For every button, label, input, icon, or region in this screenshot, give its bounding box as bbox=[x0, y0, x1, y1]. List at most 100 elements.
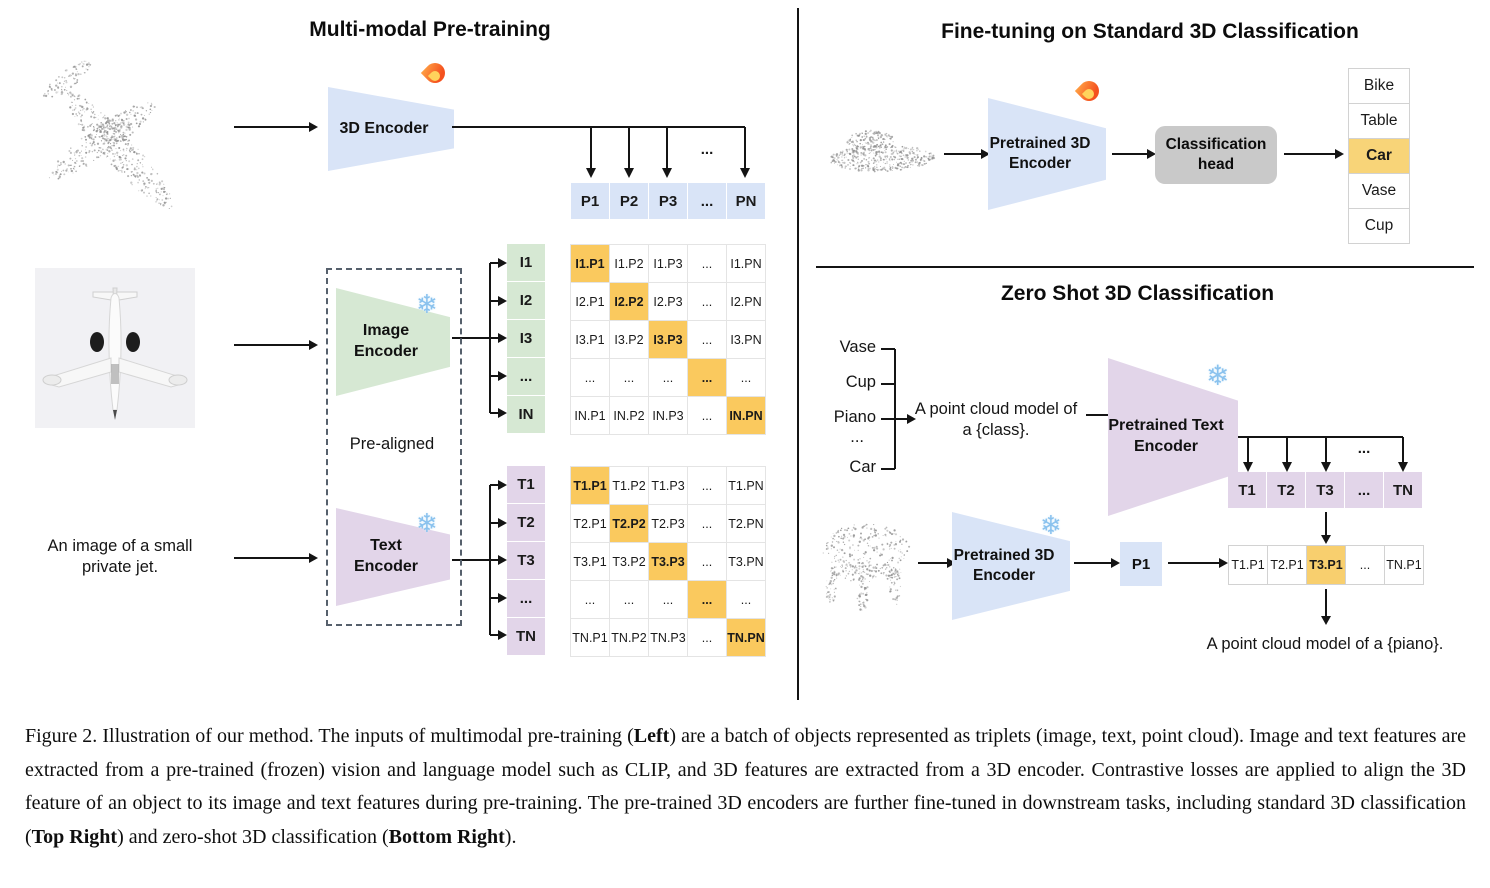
prompt-line1: A point cloud model of bbox=[914, 400, 1078, 418]
similarity-cell: ... bbox=[688, 283, 726, 320]
pretraining-title: Multi-modal Pre-training bbox=[309, 18, 551, 41]
connector-image-encoder-to-i-labels bbox=[452, 258, 507, 418]
snowflake-icon: ❄ bbox=[416, 508, 438, 538]
car-point-cloud bbox=[826, 120, 938, 182]
similarity-cell: ... bbox=[649, 359, 687, 396]
classification-head-line2: head bbox=[1197, 156, 1235, 173]
similarity-cell: ... bbox=[688, 467, 726, 504]
zeroshot-result-text: A point cloud model of a {piano}. bbox=[1206, 635, 1444, 653]
similarity-cell: T3.P2 bbox=[610, 543, 648, 580]
arrow-encoder-to-head bbox=[1112, 149, 1156, 159]
similarity-cell: IN.PN bbox=[727, 397, 765, 434]
similarity-cell: ... bbox=[649, 581, 687, 618]
class-list-bracket bbox=[881, 348, 916, 470]
snowflake-icon: ❄ bbox=[1040, 510, 1062, 540]
prealigned-label: Pre-aligned bbox=[349, 435, 435, 453]
prompt-text: A point cloud model of a {class}. bbox=[910, 399, 1082, 441]
arrow-pointcloud-to-3d-encoder bbox=[234, 122, 318, 132]
classification-head-line1: Classification bbox=[1165, 135, 1267, 153]
i-label-cell: ... bbox=[507, 358, 545, 395]
class-cell: Car bbox=[1349, 139, 1409, 173]
similarity-cell: T1.P1 bbox=[1229, 546, 1267, 584]
t-feature-cell: T1 bbox=[1228, 472, 1266, 508]
similarity-cell: ... bbox=[688, 321, 726, 358]
text-point-similarity-matrix: T1.P1 T1.P2 T1.P3... T1.PN T2.P1 T2.P2 T2.P3..… bbox=[570, 466, 766, 657]
classification-head-box: Classification head bbox=[1155, 126, 1277, 184]
t-feature-row: T1 T2 T3... TN bbox=[1228, 472, 1422, 508]
input-text-line2: private jet. bbox=[81, 558, 159, 576]
image-encoder-label-line2: Encoder bbox=[353, 343, 418, 360]
similarity-cell: T2.P1 bbox=[1268, 546, 1306, 584]
class-cell: Table bbox=[1349, 104, 1409, 138]
class-cell: Vase bbox=[1349, 174, 1409, 208]
piano-point-cloud bbox=[818, 520, 913, 615]
figure-caption: Figure 2. Illustration of our method. Th… bbox=[25, 725, 1466, 848]
similarity-cell: ... bbox=[571, 581, 609, 618]
pretrained-text-encoder-line1: Pretrained Text bbox=[1108, 417, 1224, 435]
ellipsis: ... bbox=[700, 141, 714, 158]
ellipsis: ... bbox=[1357, 440, 1371, 457]
t-feature-cell: ... bbox=[1345, 472, 1383, 508]
similarity-cell: I3.P1 bbox=[571, 321, 609, 358]
connector-3d-encoder-to-p-row bbox=[452, 126, 750, 178]
similarity-cell: ... bbox=[610, 581, 648, 618]
similarity-cell: I1.P3 bbox=[649, 245, 687, 282]
encoder-3d-label: 3D Encoder bbox=[339, 119, 429, 137]
similarity-cell: T2.P2 bbox=[610, 505, 648, 542]
p-feature-row: P1 P2 P3... PN bbox=[571, 183, 765, 219]
similarity-cell: T2.P1 bbox=[571, 505, 609, 542]
input-text-line1: An image of a small bbox=[47, 537, 193, 555]
arrow-similarity-to-result bbox=[1321, 589, 1331, 625]
tp-similarity-row: T1.P1 T2.P1 T3.P1... TN.P1 bbox=[1228, 545, 1424, 585]
similarity-cell: T2.P3 bbox=[649, 505, 687, 542]
similarity-cell: T1.P2 bbox=[610, 467, 648, 504]
similarity-cell: T1.P3 bbox=[649, 467, 687, 504]
t-label-cell: T2 bbox=[507, 504, 545, 541]
vertical-divider bbox=[797, 8, 799, 700]
p1-feature-cell: P1 bbox=[1120, 542, 1162, 586]
similarity-cell: T3.PN bbox=[727, 543, 765, 580]
input-text-caption: An image of a small private jet. bbox=[20, 536, 220, 578]
similarity-cell: ... bbox=[688, 505, 726, 542]
airplane-point-cloud bbox=[30, 48, 210, 233]
similarity-cell: I3.P3 bbox=[649, 321, 687, 358]
t-feature-cell: T3 bbox=[1306, 472, 1344, 508]
similarity-cell: TN.P1 bbox=[1385, 546, 1423, 584]
class-list-ellipsis: ... bbox=[850, 428, 864, 446]
similarity-cell: T1.PN bbox=[727, 467, 765, 504]
jet-image bbox=[35, 268, 195, 428]
similarity-cell: TN.P1 bbox=[571, 619, 609, 656]
i-label-cell: IN bbox=[507, 396, 545, 433]
finetune-encoder-label-line1: Pretrained 3D bbox=[989, 134, 1091, 152]
similarity-cell: TN.P3 bbox=[649, 619, 687, 656]
similarity-cell: I2.P3 bbox=[649, 283, 687, 320]
text-encoder-label-line2: Encoder bbox=[353, 558, 418, 575]
arrow-image-to-image-encoder bbox=[234, 340, 318, 350]
t-feature-cell: TN bbox=[1384, 472, 1422, 508]
pretrained-text-encoder-line2: Encoder bbox=[1133, 438, 1198, 455]
similarity-cell: ... bbox=[727, 359, 765, 396]
zeroshot-3d-encoder-line2: Encoder bbox=[972, 567, 1035, 584]
t-label-cell: T3 bbox=[507, 542, 545, 579]
connector-text-encoder-to-t-row bbox=[1238, 436, 1408, 472]
arrow-piano-to-encoder bbox=[918, 558, 956, 568]
similarity-cell: ... bbox=[688, 619, 726, 656]
similarity-cell: T3.P3 bbox=[649, 543, 687, 580]
similarity-cell: IN.P2 bbox=[610, 397, 648, 434]
p-feature-cell: P2 bbox=[610, 183, 648, 219]
class-cell: Cup bbox=[1349, 209, 1409, 243]
similarity-cell: ... bbox=[688, 397, 726, 434]
zeroshot-title: Zero Shot 3D Classification bbox=[1000, 282, 1275, 305]
p-feature-cell: PN bbox=[727, 183, 765, 219]
t-feature-cell: T2 bbox=[1267, 472, 1305, 508]
t-label-cell: T1 bbox=[507, 466, 545, 503]
zeroshot-3d-encoder-line1: Pretrained 3D bbox=[953, 546, 1055, 564]
similarity-cell: I3.PN bbox=[727, 321, 765, 358]
i-label-cell: I3 bbox=[507, 320, 545, 357]
t-label-cell: ... bbox=[507, 580, 545, 617]
similarity-cell: ... bbox=[688, 543, 726, 580]
similarity-cell: T1.P1 bbox=[571, 467, 609, 504]
arrow-prompt-to-text-encoder bbox=[1086, 410, 1118, 420]
i-label-column: I1 I2 I3... IN bbox=[507, 244, 545, 433]
